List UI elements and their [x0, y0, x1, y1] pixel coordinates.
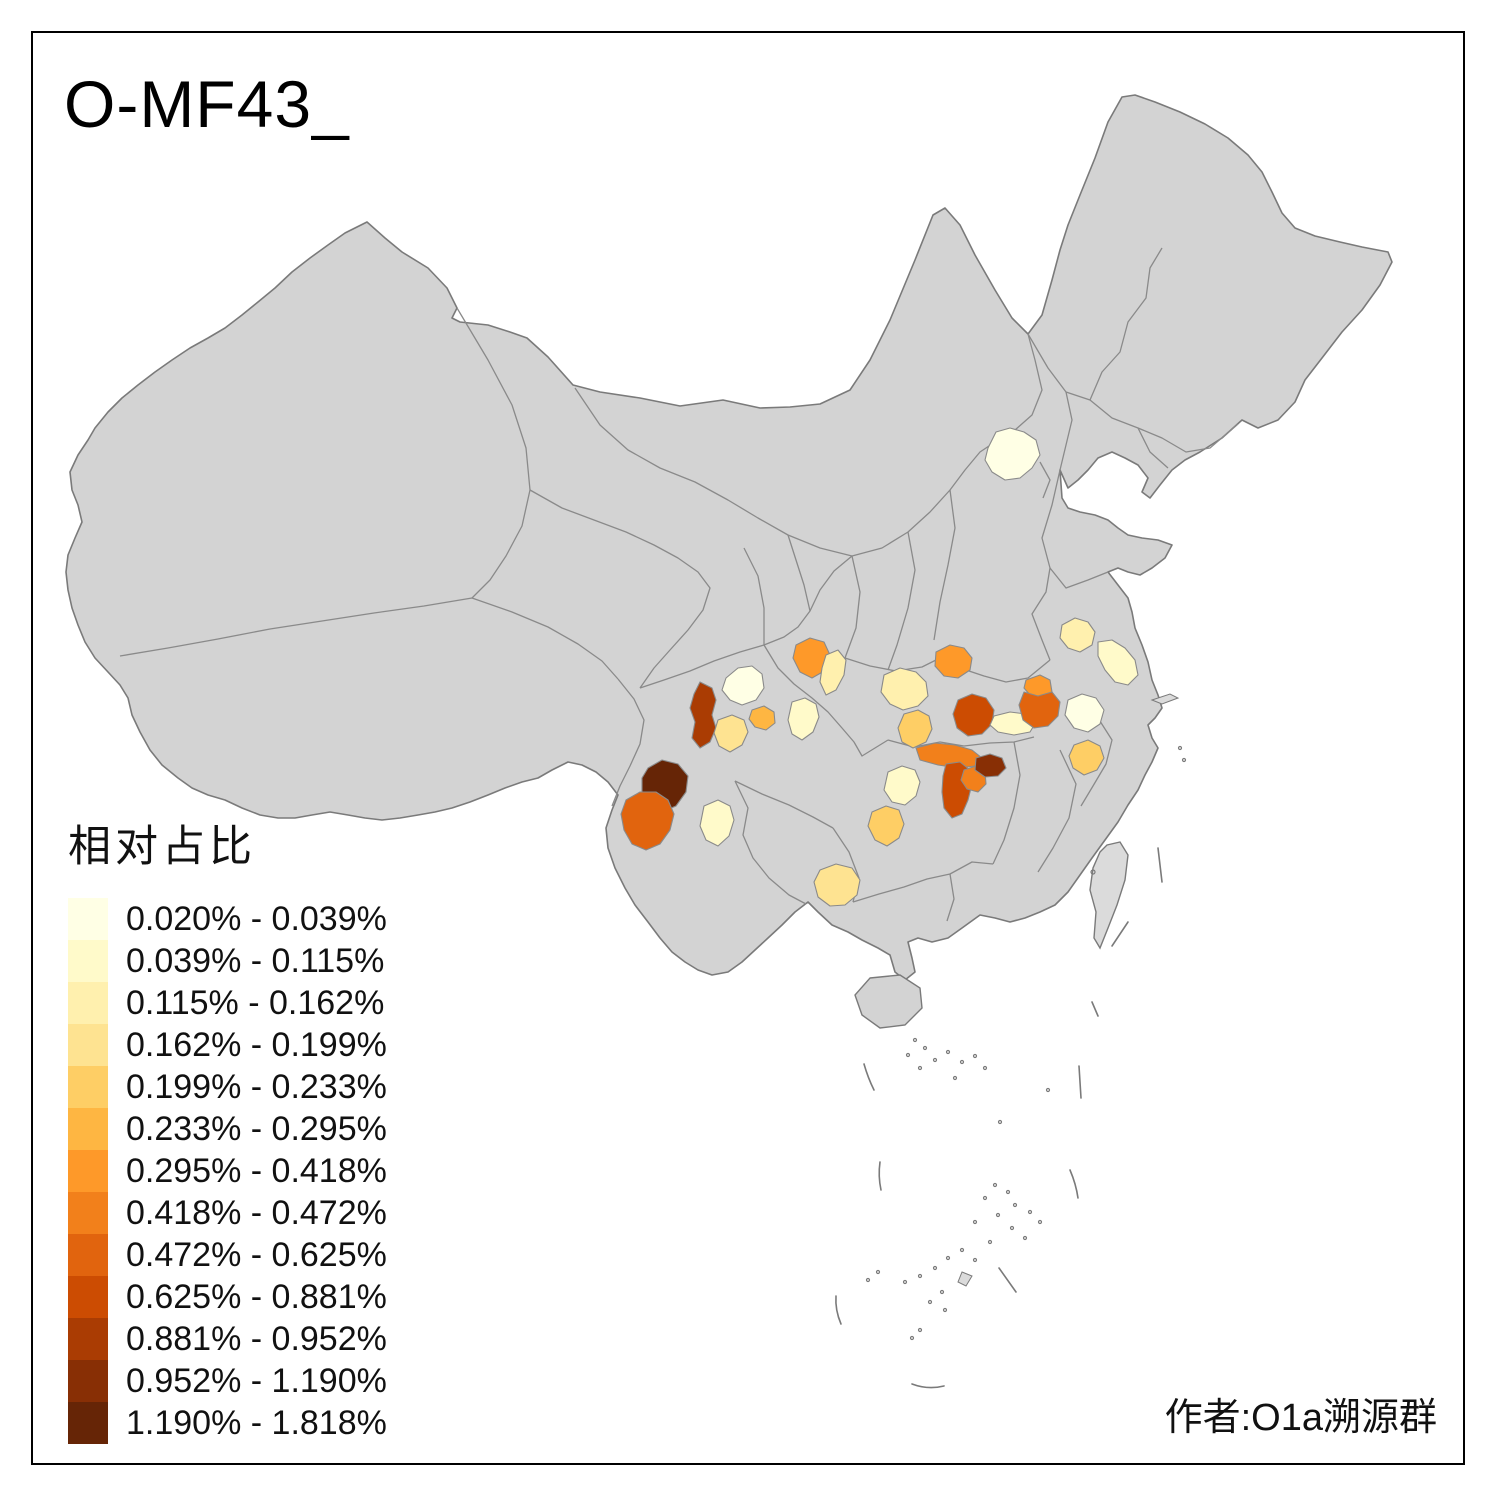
mainland-outline: [65, 94, 1393, 981]
colored-region: [880, 667, 929, 711]
figure-title: O-MF43_: [64, 67, 350, 141]
legend-item: 0.472% - 0.625%: [68, 1234, 387, 1276]
legend-item: 0.233% - 0.295%: [68, 1108, 387, 1150]
colored-region: [713, 714, 749, 753]
colored-region: [1068, 739, 1105, 776]
legend-label: 0.233% - 0.295%: [126, 1109, 387, 1148]
legend-label: 0.952% - 1.190%: [126, 1361, 387, 1400]
colored-region: [819, 649, 847, 696]
legend-swatch: [68, 1066, 108, 1108]
legend-label: 0.199% - 0.233%: [126, 1067, 387, 1106]
legend-title: 相对占比: [68, 823, 256, 871]
taiwan-island: [1089, 841, 1129, 950]
south-china-sea-islets: [865, 745, 1187, 1341]
legend-item: 0.039% - 0.115%: [68, 940, 387, 982]
legend-label: 0.625% - 0.881%: [126, 1277, 387, 1316]
colored-region: [952, 693, 995, 737]
colored-region: [813, 863, 861, 907]
highlighted-prefectures: [620, 427, 1139, 907]
legend-swatch: [68, 982, 108, 1024]
colored-region: [883, 765, 921, 806]
colored-region: [1018, 691, 1061, 729]
legend-item: 0.418% - 0.472%: [68, 1192, 387, 1234]
colored-region: [699, 799, 735, 847]
colored-region: [721, 665, 765, 706]
legend-swatch: [68, 1192, 108, 1234]
legend-item: 0.115% - 0.162%: [68, 982, 387, 1024]
legend-swatch: [68, 1276, 108, 1318]
legend-swatch: [68, 1150, 108, 1192]
legend-item: 0.881% - 0.952%: [68, 1318, 387, 1360]
legend-swatch: [68, 1108, 108, 1150]
legend-swatch: [68, 1360, 108, 1402]
attribution: 作者:O1a溯源群: [1164, 1397, 1437, 1439]
colored-region: [1059, 617, 1096, 653]
colored-region: [689, 681, 717, 749]
colored-region: [897, 709, 933, 749]
coastal-islet: [1150, 693, 1180, 705]
legend-item: 0.020% - 0.039%: [68, 898, 387, 940]
colored-region: [867, 805, 905, 847]
province-boundaries: [119, 247, 1239, 922]
legend-item: 0.952% - 1.190%: [68, 1360, 387, 1402]
colored-region: [620, 791, 675, 851]
legend-label: 0.020% - 0.039%: [126, 899, 387, 938]
legend-label: 0.418% - 0.472%: [126, 1193, 387, 1232]
legend-label: 0.472% - 0.625%: [126, 1235, 387, 1274]
legend-item: 0.625% - 0.881%: [68, 1276, 387, 1318]
legend-label: 0.295% - 0.418%: [126, 1151, 387, 1190]
legend-label: 0.162% - 0.199%: [126, 1025, 387, 1064]
colored-region: [1064, 693, 1105, 733]
legend-swatch: [68, 1318, 108, 1360]
legend-item: 0.199% - 0.233%: [68, 1066, 387, 1108]
legend: 相对占比 0.020% - 0.039% 0.039% - 0.115% 0.1…: [68, 812, 387, 1444]
legend-label: 0.039% - 0.115%: [126, 941, 385, 980]
colored-region: [984, 427, 1041, 481]
colored-region: [748, 705, 776, 731]
colored-region: [934, 644, 973, 679]
legend-label: 0.881% - 0.952%: [126, 1319, 387, 1358]
legend-label: 1.190% - 1.818%: [126, 1403, 387, 1442]
legend-label: 0.115% - 0.162%: [126, 983, 385, 1022]
maritime-dash-lines: [835, 847, 1163, 1389]
hainan-island: [854, 974, 923, 1029]
legend-swatch: [68, 898, 108, 940]
legend-swatch: [68, 940, 108, 982]
legend-item: 0.162% - 0.199%: [68, 1024, 387, 1066]
legend-swatch: [68, 1402, 108, 1444]
legend-item: 1.190% - 1.818%: [68, 1402, 387, 1444]
colored-region: [787, 697, 820, 741]
legend-swatch: [68, 1234, 108, 1276]
legend-item: 0.295% - 0.418%: [68, 1150, 387, 1192]
legend-swatch: [68, 1024, 108, 1066]
sea-islet: [957, 1271, 973, 1287]
colored-region: [974, 753, 1007, 778]
colored-region: [1097, 639, 1139, 686]
